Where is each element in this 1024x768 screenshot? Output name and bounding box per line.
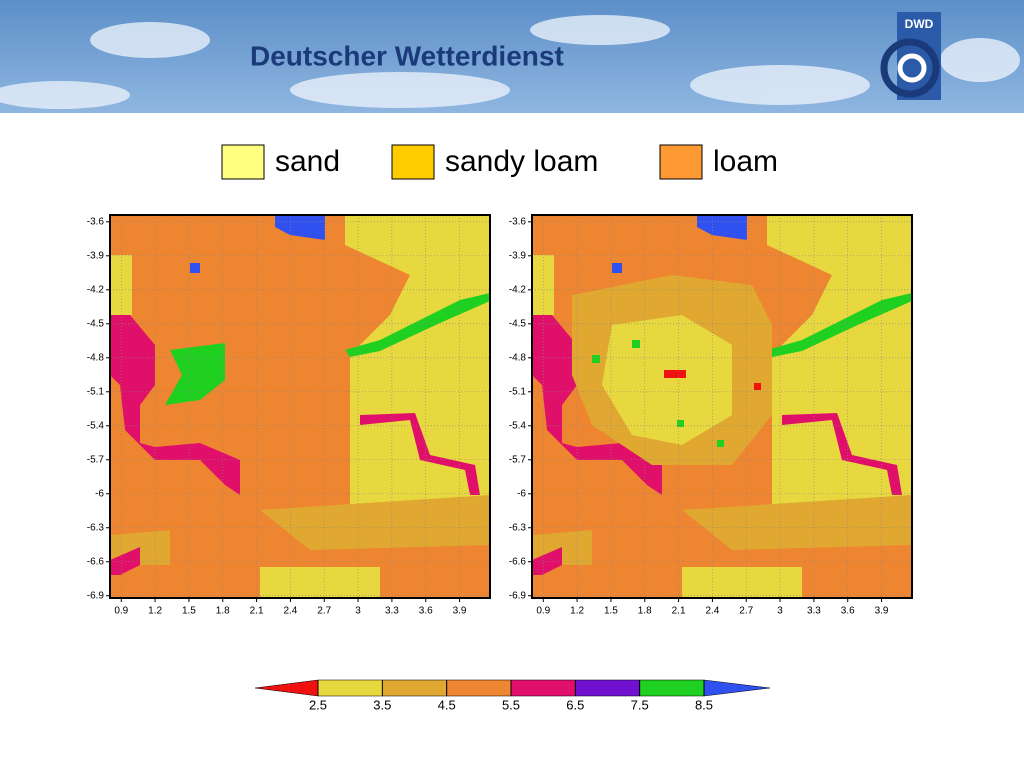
y-tick-label: -5.1 [87,386,105,397]
x-tick-label: 1.8 [216,606,230,617]
clouds [0,15,1020,109]
banner-title: Deutscher Wetterdienst [250,40,564,71]
y-tick-label: -6.9 [87,590,105,601]
legend-swatch [221,144,265,180]
colorbar-tick-label: 4.5 [438,697,456,712]
x-tick-label: 1.2 [570,606,584,617]
x-tick-label: 1.2 [148,606,162,617]
y-tick-label: -6 [95,488,104,499]
x-tick-label: 2.7 [317,606,331,617]
legend-label: sand [275,145,340,178]
y-tick-label: -4.8 [87,352,105,363]
y-tick-label: -3.9 [509,250,527,261]
colorbar-arrow [254,679,319,697]
x-tick-label: 1.5 [182,606,196,617]
x-tick-label: 0.9 [536,606,550,617]
y-tick-label: -6.9 [509,590,527,601]
x-tick-label: 3 [355,606,361,617]
x-tick-label: 1.5 [604,606,618,617]
logo: DWD [880,12,941,100]
x-tick-label: 3.3 [807,606,821,617]
colorbar-arrow [703,679,771,697]
colorbar-segment [639,679,705,697]
y-tick-label: -6 [517,488,526,499]
panel: 0.9 1.2 1.5 1.8 2.1 2.4 2.7 3 3.3 3.6 3.9 -3.6 -3.9 -… [87,214,491,617]
legend-label: loam [713,145,778,178]
colorbar-tick-label: 8.5 [695,697,713,712]
x-tick-label: 2.1 [250,606,264,617]
colorbar: 2.5 3.5 4.5 5.5 6.5 7.5 8.5 [254,679,771,712]
y-tick-label: -3.6 [87,216,105,227]
y-tick-label: -5.1 [509,386,527,397]
legend-swatch [391,144,435,180]
colorbar-segment [446,679,512,697]
colorbar-tick-label: 2.5 [309,697,327,712]
map-left [110,215,490,598]
x-tick-label: 2.4 [283,606,297,617]
y-tick-label: -4.2 [87,284,105,295]
x-tick-label: 3.6 [841,606,855,617]
y-tick-label: -4.5 [87,318,105,329]
colorbar-tick-label: 7.5 [631,697,649,712]
colorbar-tick-label: 6.5 [566,697,584,712]
colorbar-segment [317,679,383,697]
y-tick-label: -4.2 [509,284,527,295]
x-tick-label: 3.9 [453,606,467,617]
x-tick-label: 3.6 [419,606,433,617]
legend: sand sandy loam loam [221,144,778,180]
map-right [532,215,912,598]
x-tick-label: 3.9 [875,606,889,617]
colorbar-segment [510,679,576,697]
y-tick-label: -4.8 [509,352,527,363]
y-tick-label: -6.3 [509,522,527,533]
colorbar-segment [382,679,447,697]
y-tick-label: -5.4 [87,420,105,431]
x-tick-label: 0.9 [114,606,128,617]
legend-label: sandy loam [445,145,598,178]
y-tick-label: -5.7 [509,454,527,465]
colorbar-tick-label: 3.5 [373,697,391,712]
plot-frame [109,214,491,599]
y-tick-label: -3.9 [87,250,105,261]
x-tick-label: 3.3 [385,606,399,617]
colorbar-segment [575,679,640,697]
x-tick-label: 2.4 [705,606,719,617]
colorbar-tick-label: 5.5 [502,697,520,712]
y-tick-label: -6.3 [87,522,105,533]
x-tick-label: 1.8 [638,606,652,617]
panel: 0.9 1.2 1.5 1.8 2.1 2.4 2.7 3 3.3 3.6 3.9 -3.6 -3.9 -… [509,214,913,617]
y-tick-label: -4.5 [509,318,527,329]
logo-text: DWD [905,17,934,31]
y-tick-label: -3.6 [509,216,527,227]
x-tick-label: 2.7 [739,606,753,617]
y-tick-label: -6.6 [509,556,527,567]
x-tick-label: 2.1 [672,606,686,617]
y-tick-label: -5.4 [509,420,527,431]
legend-swatch [659,144,703,180]
x-tick-label: 3 [777,606,783,617]
y-tick-label: -5.7 [87,454,105,465]
plot-frame [531,214,913,599]
y-tick-label: -6.6 [87,556,105,567]
